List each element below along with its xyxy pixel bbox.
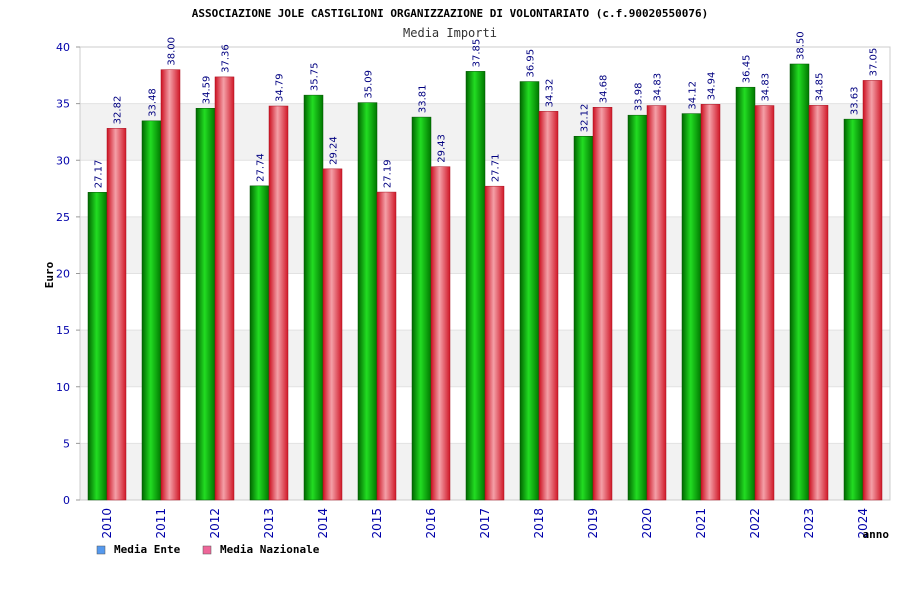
data-label: 33.81	[418, 84, 429, 113]
bar-media-ente-2017	[465, 71, 486, 501]
bar-media-ente-2021	[681, 113, 702, 501]
y-tick-label: 10	[56, 381, 70, 394]
bar-media-ente-2013	[249, 185, 270, 501]
y-axis-label: Euro	[43, 261, 56, 288]
bar-media-ente-2024	[843, 118, 864, 501]
data-label: 34.32	[545, 79, 556, 108]
data-label: 34.68	[599, 75, 610, 104]
bar-media-ente-2018	[519, 81, 540, 501]
y-tick-label: 5	[63, 437, 70, 450]
x-tick-label: 2017	[478, 508, 492, 539]
bar-media-nazionale-2010	[106, 128, 127, 501]
bar-media-ente-2012	[195, 108, 216, 501]
x-tick-label: 2019	[586, 508, 600, 539]
data-label: 27.19	[383, 159, 394, 188]
x-tick-label: 2022	[748, 508, 762, 539]
data-label: 27.74	[256, 153, 267, 182]
data-label: 34.83	[653, 73, 664, 102]
bar-media-nazionale-2013	[268, 105, 289, 501]
data-label: 33.98	[634, 83, 645, 112]
bar-media-nazionale-2016	[430, 166, 451, 501]
bar-media-ente-2010	[87, 192, 108, 501]
chart-title: ASSOCIAZIONE JOLE CASTIGLIONI ORGANIZZAZ…	[192, 7, 709, 20]
x-tick-label: 2012	[208, 508, 222, 539]
data-label: 29.43	[437, 134, 448, 163]
bar-media-ente-2020	[627, 114, 648, 501]
data-label: 32.12	[580, 104, 591, 133]
chart-subtitle: Media Importi	[403, 26, 497, 40]
legend: Media Ente Media Nazionale	[96, 543, 320, 556]
data-label: 35.75	[310, 62, 321, 91]
data-label: 32.82	[113, 96, 124, 125]
x-tick-label: 2015	[370, 508, 384, 539]
bar-media-ente-2011	[141, 120, 162, 501]
y-tick-label: 40	[56, 41, 70, 54]
data-label: 37.36	[221, 44, 232, 73]
data-label: 34.85	[815, 73, 826, 102]
bar-media-nazionale-2021	[700, 104, 721, 501]
data-label: 37.85	[472, 39, 483, 68]
data-label: 37.05	[869, 48, 880, 77]
bar-media-nazionale-2012	[214, 76, 235, 501]
bar-media-nazionale-2011	[160, 69, 181, 501]
data-label: 29.24	[329, 136, 340, 165]
x-tick-label: 2021	[694, 508, 708, 539]
bar-media-nazionale-2014	[322, 168, 343, 501]
bar-media-ente-2019	[573, 135, 594, 501]
x-tick-label: 2016	[424, 508, 438, 539]
data-label: 34.83	[761, 73, 772, 102]
bar-media-ente-2014	[303, 94, 324, 501]
y-tick-label: 25	[56, 211, 70, 224]
bar-media-nazionale-2022	[754, 105, 775, 501]
x-tick-label: 2020	[640, 508, 654, 539]
bar-media-nazionale-2018	[538, 111, 559, 501]
y-tick-label: 30	[56, 154, 70, 167]
x-tick-label: 2013	[262, 508, 276, 539]
y-tick-label: 0	[63, 494, 70, 507]
data-label: 34.94	[707, 72, 718, 101]
data-label: 34.79	[275, 73, 286, 102]
data-label: 34.12	[688, 81, 699, 110]
bar-media-nazionale-2019	[592, 106, 613, 501]
plot-area: 0 5 10 15 20 25 30 35 40 27.17 32.82 2010 33.48 38.00…	[56, 31, 891, 539]
bar-media-nazionale-2020	[646, 105, 667, 501]
legend-swatch	[96, 545, 106, 555]
data-label: 33.63	[850, 86, 861, 115]
data-label: 38.50	[796, 31, 807, 60]
bar-media-nazionale-2024	[862, 80, 883, 501]
bar-media-ente-2022	[735, 86, 756, 501]
bar-media-nazionale-2017	[484, 185, 505, 501]
bar-media-ente-2016	[411, 116, 432, 501]
legend-label: Media Nazionale	[220, 543, 320, 556]
x-tick-label: 2023	[802, 508, 816, 539]
y-tick-label: 35	[56, 98, 70, 111]
y-tick-label: 20	[56, 268, 70, 281]
data-label: 27.71	[491, 154, 502, 183]
x-tick-label: 2011	[154, 508, 168, 539]
bar-media-ente-2015	[357, 102, 378, 501]
x-tick-label: 2010	[100, 508, 114, 539]
x-tick-label: 2014	[316, 508, 330, 539]
data-label: 35.09	[364, 70, 375, 99]
bar-media-ente-2023	[789, 63, 810, 501]
data-label: 33.48	[148, 88, 159, 117]
x-tick-label: 2018	[532, 508, 546, 539]
data-label: 36.45	[742, 55, 753, 84]
y-tick-label: 15	[56, 324, 70, 337]
data-label: 27.17	[94, 160, 105, 189]
bar-media-nazionale-2015	[376, 191, 397, 501]
data-label: 34.59	[202, 76, 213, 105]
legend-swatch	[202, 545, 212, 555]
bar-media-nazionale-2023	[808, 105, 829, 501]
data-label: 36.95	[526, 49, 537, 78]
x-axis-label: anno	[863, 528, 890, 541]
data-label: 38.00	[167, 37, 178, 66]
legend-label: Media Ente	[114, 543, 181, 556]
x-tick-label: 2024	[856, 508, 870, 539]
